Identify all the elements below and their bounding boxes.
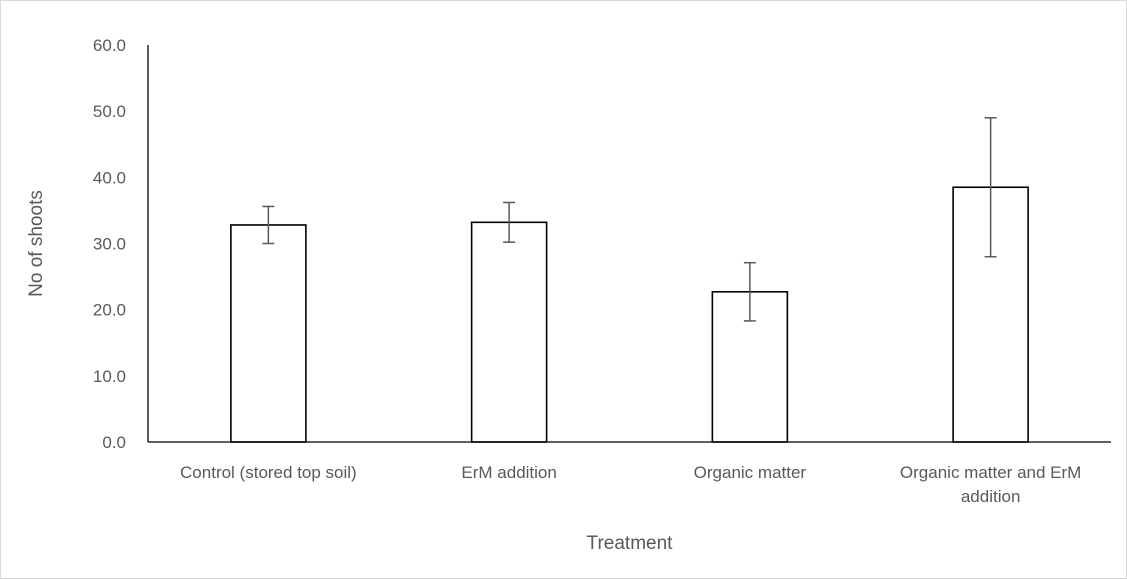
x-category-label: ErM addition xyxy=(461,463,556,482)
error-bar xyxy=(743,261,756,322)
x-axis-title: Treatment xyxy=(587,533,674,554)
y-tick-label: 30.0 xyxy=(93,235,126,254)
error-bar xyxy=(503,201,516,243)
y-tick-label: 10.0 xyxy=(93,367,126,386)
y-tick-label: 0.0 xyxy=(102,433,126,452)
y-tick-label: 40.0 xyxy=(93,168,126,187)
y-tick-label: 50.0 xyxy=(93,102,126,121)
error-bar xyxy=(262,205,275,245)
x-category-label-line: Control (stored top soil) xyxy=(180,463,357,482)
x-category-label-line: Organic matter and ErM xyxy=(900,463,1081,482)
x-category-label: Organic matter xyxy=(694,463,807,482)
x-category-label-line: ErM addition xyxy=(461,463,556,482)
error-bar xyxy=(984,117,997,258)
bars xyxy=(230,186,1029,443)
x-category-label-line: Organic matter xyxy=(694,463,807,482)
x-category-label: Control (stored top soil) xyxy=(180,463,357,482)
y-axis-ticks: 0.0 10.0 20.0 30.0 40.0 50.0 60.0 xyxy=(93,36,126,452)
error-bars xyxy=(262,117,997,322)
bar xyxy=(230,224,307,443)
bar xyxy=(470,221,548,443)
x-axis-category-labels: Control (stored top soil) ErM addition Org… xyxy=(180,463,1081,506)
y-tick-label: 20.0 xyxy=(93,301,126,320)
y-tick-label: 60.0 xyxy=(93,36,126,55)
x-category-label-line: addition xyxy=(961,487,1021,506)
x-category-label: Organic matter and ErM addition xyxy=(900,463,1081,506)
y-axis-title: No of shoots xyxy=(26,190,47,297)
